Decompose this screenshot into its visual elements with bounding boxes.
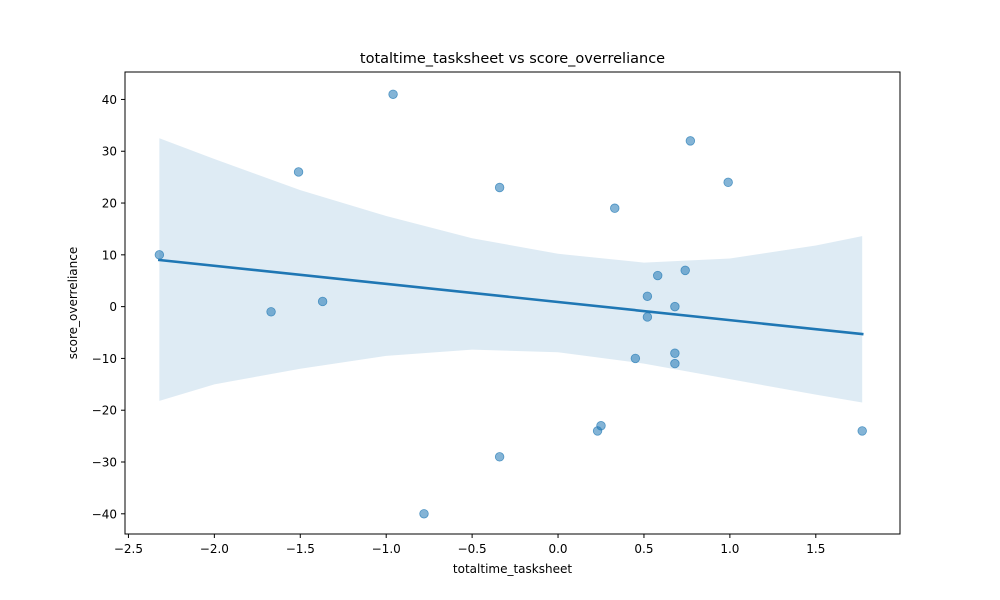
data-point <box>293 167 304 177</box>
x-tick-label: −2.0 <box>200 542 229 556</box>
points-layer <box>154 89 867 519</box>
data-point <box>494 182 505 193</box>
data-point <box>723 177 733 188</box>
y-tick-label: 40 <box>102 93 117 107</box>
y-tick-label: 20 <box>102 197 117 211</box>
y-tick-label: −10 <box>92 352 117 366</box>
chart-title: totaltime_tasksheet vs score_overrelianc… <box>360 51 665 67</box>
x-tick-label: −1.5 <box>286 542 315 556</box>
data-point <box>596 421 606 431</box>
confidence-band-layer <box>159 138 863 403</box>
x-tick-label: −2.5 <box>114 542 143 556</box>
x-tick-label: 1.0 <box>720 542 739 556</box>
x-axis-label: totaltime_tasksheet <box>453 562 572 576</box>
x-tick-label: −1.0 <box>372 542 401 556</box>
data-point <box>642 291 653 301</box>
data-point <box>630 353 641 364</box>
y-tick-label: −30 <box>92 456 117 470</box>
data-point <box>680 265 690 276</box>
x-tick-label: 0.0 <box>548 542 567 556</box>
data-point <box>154 250 165 260</box>
data-point <box>685 136 696 146</box>
data-point <box>642 312 653 322</box>
x-tick-label: 1.5 <box>806 542 825 556</box>
data-point <box>388 89 398 99</box>
data-point <box>670 348 680 358</box>
regression-line <box>157 258 864 336</box>
data-point <box>670 358 680 369</box>
data-point <box>857 426 867 436</box>
y-tick-label: 10 <box>102 248 117 262</box>
confidence-band <box>159 138 863 403</box>
regression-line-layer <box>157 258 864 336</box>
y-axis-label: score_overreliance <box>66 247 80 359</box>
data-point <box>670 301 680 312</box>
y-tick-label: −40 <box>92 507 117 521</box>
y-tick-label: 30 <box>102 145 117 159</box>
x-tick-label: −0.5 <box>458 542 487 556</box>
x-ticks: −2.5 −2.0 −1.5 −1.0 −0.5 0.0 0.5 1.0 1.5 <box>114 534 825 556</box>
data-point <box>653 270 663 281</box>
x-tick-label: 0.5 <box>634 542 653 556</box>
y-tick-label: 0 <box>109 300 117 314</box>
data-point <box>317 296 328 307</box>
y-ticks: −40 −30 −20 −10 0 10 20 30 40 <box>92 93 125 521</box>
plot-frame <box>124 71 901 535</box>
data-point <box>266 307 276 317</box>
data-point <box>494 452 505 462</box>
data-point <box>610 203 620 213</box>
data-point <box>419 509 429 519</box>
y-tick-label: −20 <box>92 404 117 418</box>
